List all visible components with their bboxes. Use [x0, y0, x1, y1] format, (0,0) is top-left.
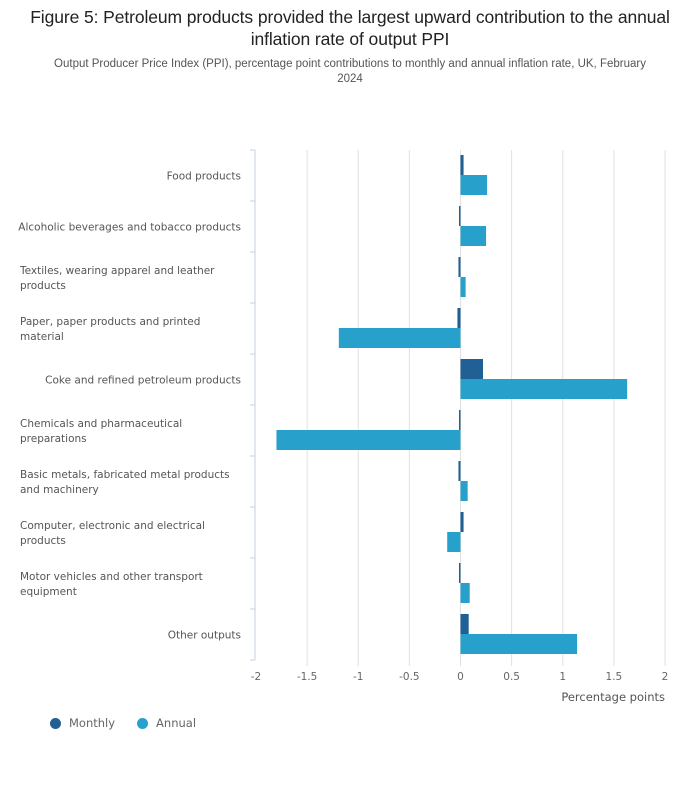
- category-label: Basic metals, fabricated metal products a…: [20, 469, 230, 496]
- category-label: Chemicals and pharmaceutical preparations: [20, 418, 182, 445]
- bar-annual-0[interactable]: [460, 175, 488, 195]
- bar-monthly-3[interactable]: [457, 308, 461, 328]
- chart-subtitle: Output Producer Price Index (PPI), perce…: [54, 58, 646, 85]
- chart-title: Figure 5: Petroleum products provided th…: [30, 7, 670, 49]
- x-tick-label: 0.5: [503, 671, 520, 683]
- bar-monthly-1[interactable]: [459, 206, 461, 226]
- bar-annual-2[interactable]: [460, 277, 466, 297]
- bar-annual-1[interactable]: [460, 226, 487, 246]
- bar-annual-8[interactable]: [460, 583, 470, 603]
- x-tick-label: 1: [559, 671, 566, 683]
- category-label: Motor vehicles and other transport equipm…: [20, 571, 203, 598]
- bars: [276, 155, 628, 654]
- bar-monthly-8[interactable]: [459, 563, 461, 583]
- category-label: Coke and refined petroleum products: [45, 375, 241, 387]
- bar-monthly-2[interactable]: [458, 257, 461, 277]
- legend-label-monthly: Monthly: [69, 716, 116, 730]
- x-tick-label: 2: [662, 671, 669, 683]
- legend-item-monthly[interactable]: Monthly: [50, 716, 115, 730]
- bar-annual-5[interactable]: [276, 430, 461, 450]
- x-axis-ticks: -2 -1.5 -1 -0.5 0 0.5 1 1.5 2: [251, 671, 669, 683]
- category-label: Paper, paper products and printed materia…: [20, 316, 200, 343]
- category-label: Alcoholic beverages and tobacco products: [18, 222, 241, 234]
- x-tick-label: -1: [353, 671, 363, 683]
- category-labels: Food products Alcoholic beverages and tob…: [18, 171, 241, 642]
- x-tick-label: 1.5: [606, 671, 623, 683]
- category-label: Other outputs: [168, 630, 241, 642]
- legend-marker-monthly: [50, 717, 61, 729]
- x-tick-label: 0: [457, 671, 464, 683]
- y-axis: [250, 149, 256, 661]
- x-tick-label: -2: [251, 671, 261, 683]
- bar-monthly-7[interactable]: [460, 512, 464, 532]
- category-label: Food products: [167, 171, 241, 183]
- category-label: Textiles, wearing apparel and leather pro…: [19, 265, 215, 292]
- bar-annual-6[interactable]: [460, 481, 468, 501]
- x-tick-label: -1.5: [297, 671, 318, 683]
- legend-marker-annual: [137, 717, 149, 729]
- bar-annual-9[interactable]: [460, 634, 578, 654]
- legend-label-annual: Annual: [156, 716, 197, 730]
- bar-monthly-4[interactable]: [460, 359, 483, 379]
- legend: Monthly Annual: [50, 716, 196, 730]
- bar-annual-3[interactable]: [338, 328, 461, 348]
- bar-monthly-9[interactable]: [460, 614, 469, 634]
- bar-monthly-0[interactable]: [460, 155, 464, 175]
- legend-item-annual[interactable]: Annual: [137, 716, 196, 730]
- x-axis-title: Percentage points: [561, 690, 665, 704]
- bar-monthly-5[interactable]: [459, 410, 461, 430]
- x-tick-label: -0.5: [399, 671, 420, 683]
- bar-annual-7[interactable]: [447, 532, 461, 552]
- bar-annual-4[interactable]: [460, 379, 628, 399]
- category-label: Computer, electronic and electrical produ…: [20, 520, 205, 547]
- bar-monthly-6[interactable]: [458, 461, 461, 481]
